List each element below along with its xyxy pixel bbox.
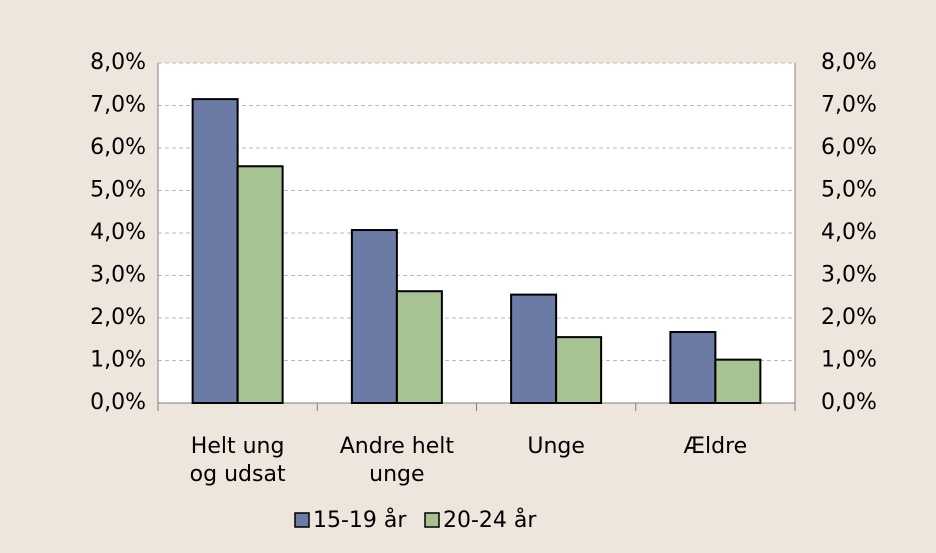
y2-tick-label: 3,0% (821, 263, 877, 288)
bar (236, 165, 284, 404)
y2-tick-label: 7,0% (821, 93, 877, 118)
bar (669, 331, 717, 404)
y-tick-label: 5,0% (90, 178, 146, 203)
y-tick-label: 6,0% (90, 135, 146, 160)
y-tick-label: 3,0% (90, 263, 146, 288)
x-tick-label: Ældre (683, 434, 748, 459)
x-tick-label: Helt ung og udsat (189, 434, 286, 487)
y-tick-label: 0,0% (90, 390, 146, 415)
x-tick-label: Andre helt unge (339, 434, 454, 487)
y-tick-label: 7,0% (90, 93, 146, 118)
y-tick-label: 2,0% (90, 305, 146, 330)
y-tick-label: 4,0% (90, 220, 146, 245)
y2-tick-label: 4,0% (821, 220, 877, 245)
legend-swatch (424, 512, 440, 528)
bar (191, 98, 239, 404)
bar (714, 358, 762, 404)
y-tick-label: 8,0% (90, 50, 146, 75)
x-tick-label: Unge (527, 434, 585, 459)
y2-tick-label: 5,0% (821, 178, 877, 203)
y-tick-label: 1,0% (90, 348, 146, 373)
y2-tick-label: 1,0% (821, 348, 877, 373)
y2-tick-label: 0,0% (821, 390, 877, 415)
y2-tick-label: 8,0% (821, 50, 877, 75)
y2-tick-label: 6,0% (821, 135, 877, 160)
bar (555, 336, 603, 404)
y2-tick-label: 2,0% (821, 305, 877, 330)
legend-label: 20-24 år (443, 507, 537, 533)
legend-label: 15-19 år (313, 507, 407, 533)
bar (510, 293, 558, 404)
bar (395, 290, 443, 405)
legend-swatch (294, 512, 310, 528)
bar (350, 229, 398, 404)
